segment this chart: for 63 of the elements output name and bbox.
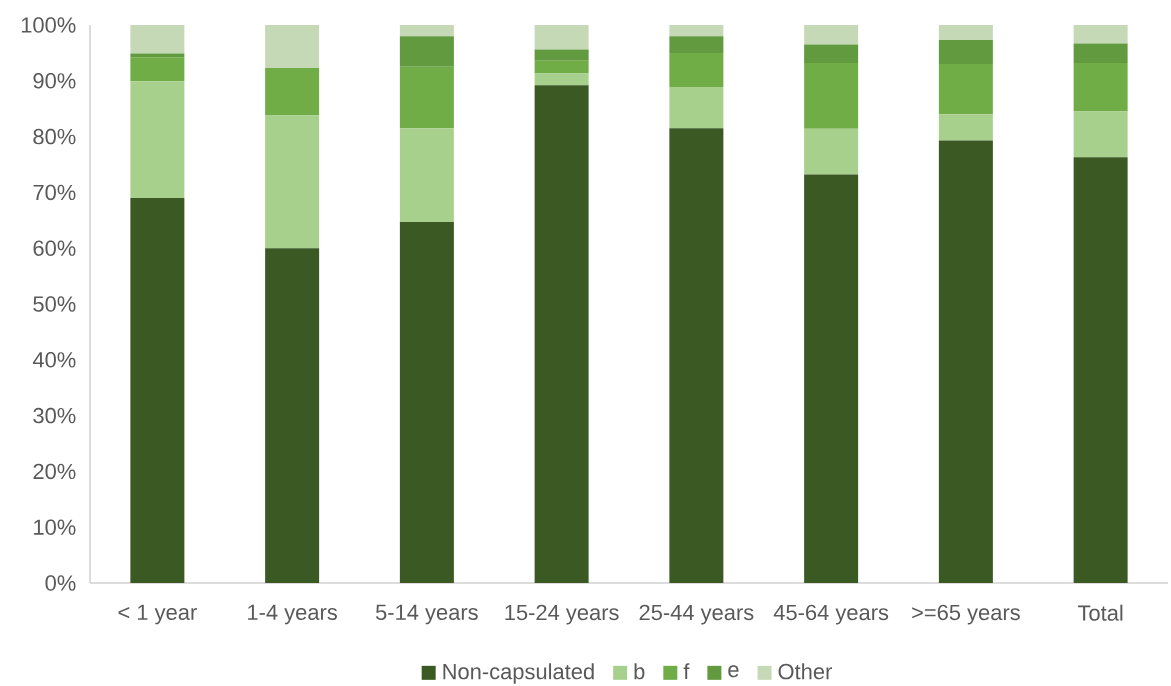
bar: [265, 24, 320, 68]
bar: [399, 66, 454, 129]
y-tick-label: 30%: [33, 407, 76, 424]
legend-label: b: [634, 663, 645, 680]
bar: [130, 81, 185, 198]
y-tick-label: 40%: [32, 352, 76, 368]
y-tick-label: 90%: [33, 73, 76, 89]
bar: [399, 24, 454, 37]
bar: [804, 24, 859, 45]
x-tick-label: >=65 years: [912, 604, 1020, 625]
y-tick-label: 70%: [33, 184, 76, 201]
bar: [1073, 24, 1128, 44]
y-tick-label: 20%: [33, 463, 76, 480]
bar: [669, 24, 724, 37]
bar: [534, 85, 589, 583]
bar: [1073, 43, 1128, 63]
bar: [669, 52, 724, 87]
y-tick-label: 100%: [21, 17, 76, 33]
x-tick-label: Total: [1077, 604, 1123, 621]
bar: [1073, 62, 1128, 112]
y-tick-label: 80%: [33, 128, 76, 145]
bar: [399, 221, 454, 583]
bar: [669, 128, 724, 583]
bar: [534, 73, 589, 86]
legend-label: e: [728, 665, 739, 678]
bar: [804, 128, 859, 175]
x-tick-label: 25-44 years: [639, 604, 754, 625]
x-tick-label: 1-4 years: [248, 604, 337, 625]
x-tick-label: < 1 year: [118, 604, 197, 625]
bar: [1073, 111, 1128, 158]
x-tick-label: 45-64 years: [773, 604, 889, 625]
bar: [534, 60, 589, 74]
bar: [938, 40, 993, 65]
bar: [265, 115, 320, 249]
bar: [130, 53, 185, 58]
bar: [534, 49, 589, 61]
bar: [669, 86, 724, 129]
bar: [265, 67, 320, 116]
bar: [938, 64, 993, 115]
y-tick-label: 60%: [33, 240, 76, 256]
legend-label: Non-capsulated: [443, 663, 594, 684]
x-tick-label: 15-24 years: [505, 604, 619, 625]
y-tick-label: 10%: [34, 519, 76, 535]
bar: [265, 248, 320, 583]
bar: [938, 24, 993, 41]
legend-label: f: [683, 663, 690, 680]
bar: [399, 36, 454, 67]
bar: [1073, 157, 1128, 583]
bar: [130, 24, 185, 54]
bar: [804, 174, 859, 583]
bar: [534, 24, 589, 50]
bar: [938, 140, 993, 583]
bar: [804, 44, 859, 63]
bar: [130, 197, 185, 583]
bar: [130, 57, 185, 82]
bar: [804, 62, 859, 129]
bar: [399, 128, 454, 222]
legend-label: Other: [778, 663, 832, 680]
bar: [938, 114, 993, 141]
x-tick-label: 5-14 years: [375, 604, 478, 625]
y-tick-label: 50%: [33, 296, 76, 312]
bar: [669, 36, 724, 53]
y-tick-label: 0%: [45, 575, 76, 591]
